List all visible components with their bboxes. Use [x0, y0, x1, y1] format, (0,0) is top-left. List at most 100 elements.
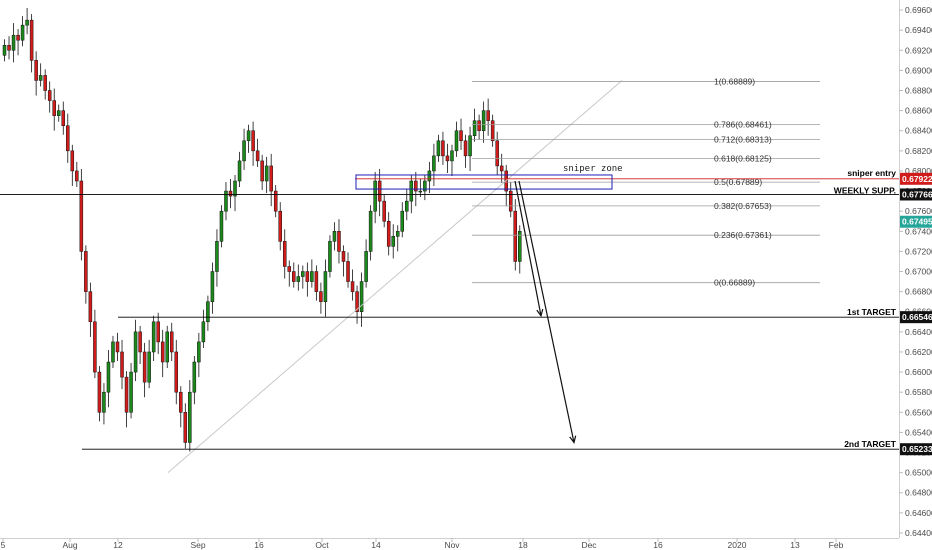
candle-down — [459, 130, 463, 142]
candle-up — [56, 110, 61, 116]
candle-up — [368, 210, 373, 252]
candle-up — [264, 165, 269, 182]
price-tag-label: 0.65233 — [902, 444, 932, 454]
candle-up — [472, 120, 477, 137]
candle-up — [427, 170, 432, 182]
candle-down — [61, 110, 66, 126]
time-tick-label: 14 — [371, 540, 381, 550]
candle-down — [513, 210, 518, 262]
candle-up — [518, 231, 522, 262]
candle-up — [133, 331, 138, 373]
candle-down — [228, 190, 233, 197]
current-price-tag-bg — [900, 215, 932, 228]
candle-up — [405, 200, 409, 212]
candle-up — [2, 45, 7, 56]
candle-down — [79, 180, 84, 252]
time-tick-label: 2020 — [728, 540, 747, 550]
level-label: WEEKLY SUPP. — [834, 185, 896, 195]
time-tick-label: 5 — [1, 540, 6, 550]
candle-down — [16, 34, 20, 41]
candle-down — [463, 140, 468, 157]
candle-down — [445, 155, 450, 162]
current-price-label: 0.67495 — [902, 217, 932, 227]
fib-level-label: 0.786(0.68461) — [714, 120, 772, 130]
candle-up — [188, 391, 192, 443]
candle-up — [201, 321, 206, 343]
candle-up — [147, 351, 151, 383]
candle-up — [38, 75, 43, 81]
candle-up — [481, 110, 486, 131]
candle-down — [355, 291, 359, 312]
candle-down — [282, 241, 287, 267]
candle-down — [287, 266, 292, 272]
candle-down — [486, 110, 490, 121]
candle-up — [296, 276, 301, 282]
candle-up — [400, 210, 405, 232]
candles-layer — [2, 8, 522, 452]
candle-up — [432, 155, 436, 172]
candle-down — [346, 261, 350, 282]
candle-down — [29, 19, 34, 61]
candle-up — [210, 271, 215, 302]
candle-up — [197, 341, 201, 363]
candle-up — [11, 34, 16, 51]
candle-down — [138, 331, 142, 353]
price-tick-label: 0.64400 — [905, 528, 932, 538]
fib-level-label: 0.236(0.67361) — [714, 230, 772, 240]
candle-down — [490, 120, 495, 142]
price-tag-bg — [900, 172, 932, 185]
time-tick-label: Oct — [315, 540, 329, 550]
fib-level-label: 1(0.68889) — [714, 77, 755, 87]
time-tick-label: Sep — [190, 540, 205, 550]
candle-down — [508, 190, 513, 212]
candle-down — [7, 45, 11, 51]
candle-up — [165, 331, 169, 363]
candle-up — [219, 210, 224, 242]
time-tick-label: 13 — [790, 540, 800, 550]
candle-down — [43, 75, 47, 91]
price-tag-label: 0.67766 — [902, 189, 932, 199]
time-tick-label: 16 — [653, 540, 663, 550]
candle-down — [377, 180, 382, 202]
candle-down — [160, 341, 165, 363]
candle-down — [319, 291, 323, 302]
candle-up — [395, 231, 400, 237]
candle-up — [454, 130, 459, 152]
candle-down — [337, 231, 341, 252]
candle-down — [382, 200, 386, 222]
candle-up — [328, 241, 332, 272]
fib-level-label: 0.712(0.68313) — [714, 134, 772, 144]
candle-down — [414, 180, 418, 192]
candle-up — [450, 150, 454, 162]
candle-up — [391, 236, 395, 247]
trendline — [167, 80, 623, 474]
candle-up — [409, 180, 414, 202]
candle-down — [179, 391, 183, 413]
candle-up — [215, 241, 219, 272]
time-axis[interactable]: 5 Aug 12 Sep 16 Oct 14 Nov 18 Dec 16 2020 13 Feb — [1, 538, 844, 550]
candle-down — [251, 130, 255, 152]
candle-down — [93, 321, 97, 373]
candle-down — [183, 412, 188, 443]
candle-down — [97, 371, 102, 413]
overlays-layer: 1(0.68889) 0.786(0.68461) 0.712(0.68313) 0.… — [0, 77, 899, 474]
price-tag-label: 0.66546 — [902, 312, 932, 322]
candle-up — [364, 251, 368, 282]
time-tick-label: 18 — [518, 540, 528, 550]
candle-down — [495, 140, 499, 167]
candle-up — [301, 271, 305, 277]
arrow-head — [569, 435, 577, 444]
candle-down — [386, 220, 391, 247]
candle-up — [373, 180, 377, 212]
candle-up — [246, 130, 251, 142]
candle-up — [323, 271, 328, 302]
candle-down — [52, 100, 56, 116]
